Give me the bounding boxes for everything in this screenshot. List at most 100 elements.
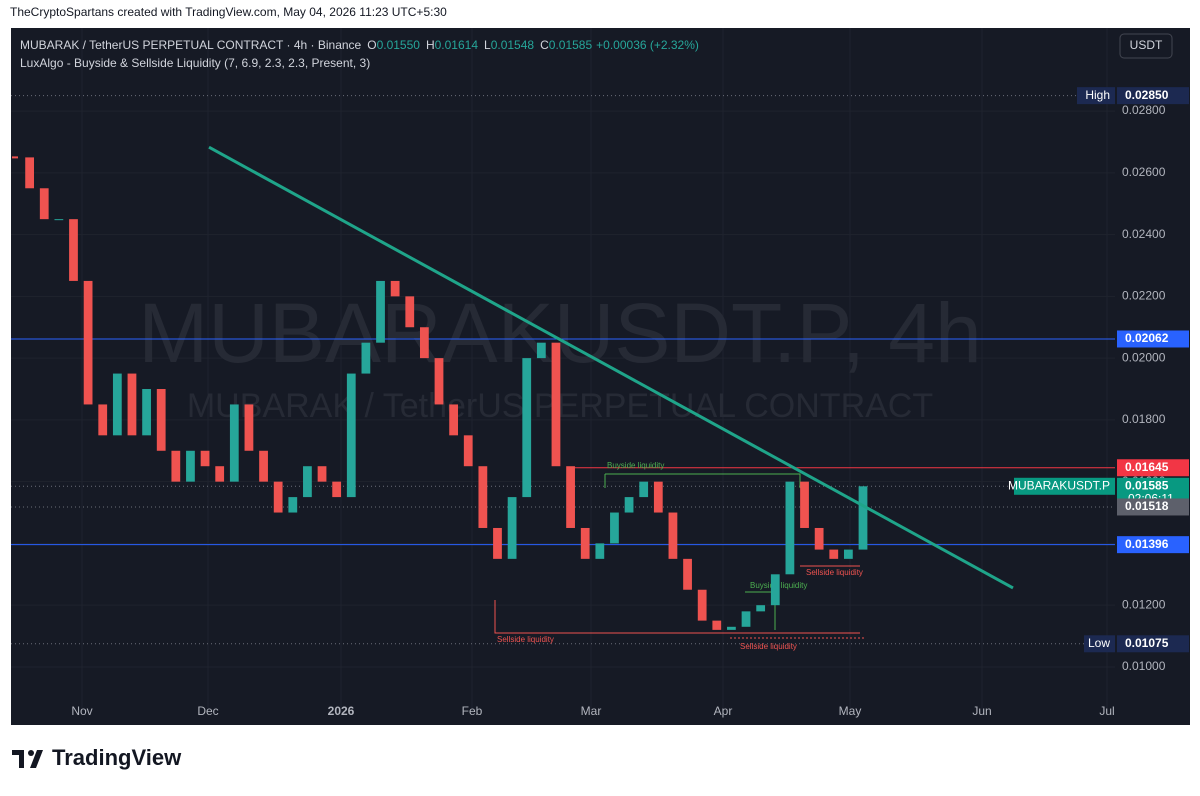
legend-item: C (540, 38, 549, 52)
legend-item: 0.01550 (377, 38, 421, 52)
candle (127, 373, 137, 436)
x-tick-label: Jul (1099, 704, 1114, 718)
y-tick-label: 0.02200 (1122, 289, 1166, 303)
currency-button-label[interactable]: USDT (1130, 38, 1163, 52)
candle (639, 481, 649, 498)
tag-label: MUBARAKUSDT.P (1008, 478, 1110, 492)
candle (98, 404, 108, 436)
price-tag-label: 0.01645 (1125, 460, 1169, 474)
candle (697, 589, 707, 621)
attribution: TheCryptoSpartans created with TradingVi… (10, 5, 447, 19)
price-tag-label: 0.01518 (1125, 499, 1169, 513)
price-tag (1117, 635, 1189, 653)
candle (317, 466, 327, 482)
y-tick-label: 0.02800 (1122, 103, 1166, 117)
y-tick-label: 0.01800 (1122, 412, 1166, 426)
y-tick-label: 0.02000 (1122, 350, 1166, 364)
x-tick-label: Nov (71, 704, 92, 718)
liquidity-zones (494, 473, 865, 639)
candle (171, 450, 181, 482)
price-tag-label: 0.01075 (1125, 636, 1169, 650)
annotation: Sellside liquidity (806, 568, 863, 577)
x-tick-label: 2026 (328, 704, 355, 718)
y-tick-label: 0.01000 (1122, 659, 1166, 673)
candle (39, 188, 49, 220)
logo-icon (12, 750, 43, 768)
x-tick-label: Apr (714, 704, 733, 718)
candle (25, 157, 35, 189)
candle (361, 342, 371, 374)
candle (156, 389, 166, 451)
tag-box (1077, 87, 1115, 105)
candle (653, 481, 663, 513)
candle (756, 605, 766, 612)
price-tag (1117, 330, 1189, 348)
candle (405, 296, 415, 328)
candle (770, 574, 780, 606)
candle (507, 497, 517, 559)
tag-box (1014, 477, 1115, 495)
candle (829, 549, 839, 559)
legend: MUBARAK / TetherUS PERPETUAL CONTRACT · … (20, 38, 699, 52)
tag-label: High (1085, 88, 1110, 102)
candle (493, 527, 502, 559)
candle (346, 373, 356, 498)
legend-item: MUBARAK / TetherUS PERPETUAL CONTRACT · … (20, 38, 362, 52)
trendline (208, 145, 1014, 590)
tag-box (1084, 635, 1115, 653)
logo-icon (28, 750, 34, 756)
candle (419, 327, 429, 359)
legend-item: H (426, 38, 435, 52)
legend-item: 0.01585 (549, 38, 593, 52)
candle (186, 450, 195, 482)
annotation: Sellside liquidity (740, 642, 797, 651)
candle (390, 280, 400, 297)
candle (858, 486, 868, 550)
y-tick-label: 0.01200 (1122, 597, 1166, 611)
candles (12, 145, 1014, 630)
candle (332, 481, 342, 498)
annotation: Sellside liquidity (497, 635, 554, 644)
price-tag (1117, 459, 1189, 477)
candle (200, 450, 210, 467)
candle (478, 466, 488, 528)
candle (83, 280, 93, 405)
x-tick-label: May (839, 704, 862, 718)
tag-label: Low (1088, 636, 1110, 650)
candle (683, 558, 692, 590)
candle (229, 404, 239, 482)
levels (11, 95, 1115, 645)
candle (112, 373, 122, 436)
candle (449, 404, 459, 436)
x-tick-label: Feb (462, 704, 483, 718)
legend-item: 0.01548 (491, 38, 535, 52)
candle (668, 512, 678, 559)
price-tag (1117, 536, 1189, 554)
candle (522, 358, 532, 498)
legend-item: L (484, 38, 491, 52)
x-axis: Nov Dec 2026 Feb Mar Apr May Jun Jul (71, 704, 1114, 718)
currency-button[interactable] (1119, 33, 1173, 59)
candle (273, 481, 283, 513)
x-tick-label: Dec (197, 704, 218, 718)
price-tag-label: 0.02062 (1125, 331, 1169, 345)
legend-item: O (367, 38, 376, 52)
candle (54, 219, 64, 221)
candle (610, 512, 619, 544)
candle (244, 404, 254, 451)
candle (624, 497, 634, 513)
candle (536, 342, 546, 359)
candle (376, 280, 385, 343)
indicator-legend: LuxAlgo - Buyside & Sellside Liquidity (… (20, 56, 370, 70)
candle (215, 466, 225, 482)
y-tick-label: 0.02600 (1122, 165, 1166, 179)
candle (785, 481, 795, 575)
candle (800, 481, 809, 528)
candle (712, 620, 722, 630)
price-tag-label: 0.02850 (1125, 88, 1169, 102)
candle (463, 435, 473, 467)
candle (259, 450, 268, 482)
candle (434, 358, 444, 405)
